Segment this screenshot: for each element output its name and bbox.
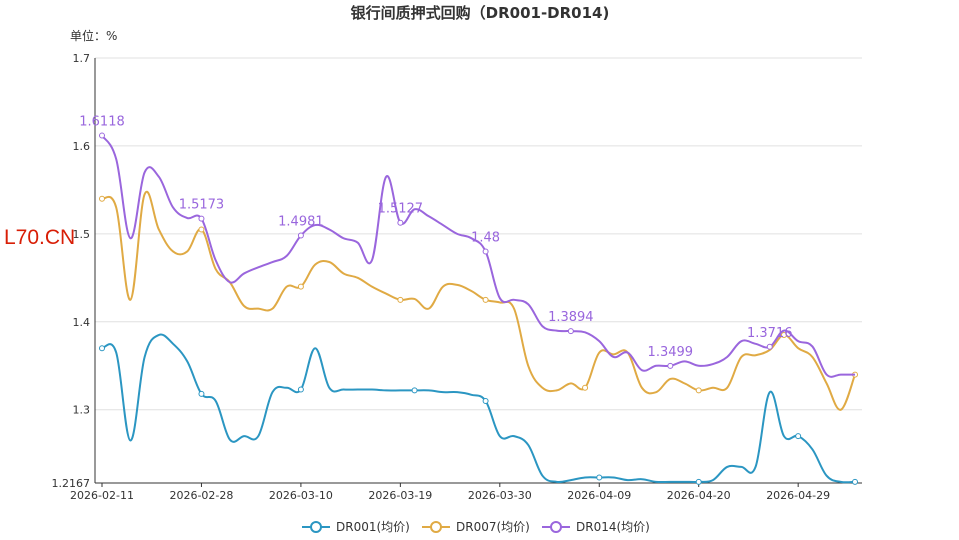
y-tick-label: 1.2167 xyxy=(52,477,91,490)
series-line-1 xyxy=(101,333,856,484)
y-tick-label: 1.7 xyxy=(73,52,91,65)
data-point[interactable] xyxy=(695,478,702,485)
legend-marker[interactable] xyxy=(310,521,322,533)
data-point[interactable] xyxy=(482,397,489,404)
watermark-text: L70.CN xyxy=(4,226,76,249)
y-tick-label: 1.3 xyxy=(73,404,91,417)
data-point[interactable] xyxy=(198,226,205,233)
x-tick-label: 2026-03-30 xyxy=(468,489,532,502)
x-tick-label: 2026-04-29 xyxy=(766,489,830,502)
data-point[interactable] xyxy=(297,386,304,393)
data-label: 1.3716 xyxy=(747,326,793,341)
data-labels: 1.6118 1.5173 1.4981 1.5127 1.48 1.3894 1.3499… xyxy=(79,115,792,360)
legend-marker[interactable] xyxy=(550,521,562,533)
data-point[interactable] xyxy=(198,215,205,222)
data-point[interactable] xyxy=(397,296,404,303)
data-point[interactable] xyxy=(411,387,418,394)
series-line-2 xyxy=(101,190,856,411)
data-label: 1.48 xyxy=(471,230,500,245)
legend[interactable]: DR001(均价) DR007(均价) DR014(均价) xyxy=(302,520,650,534)
data-point[interactable] xyxy=(695,387,702,394)
legend-label[interactable]: DR014(均价) xyxy=(576,520,650,534)
legend-marker[interactable] xyxy=(430,521,442,533)
data-label: 1.3894 xyxy=(548,310,594,325)
y-tick-label: 1.4 xyxy=(73,316,91,329)
data-point[interactable] xyxy=(667,362,674,369)
data-label: 1.3499 xyxy=(648,345,694,360)
y-axis-ticks: 1.7 1.6 1.5 1.4 1.3 1.2167 xyxy=(52,52,91,490)
x-tick-label: 2026-03-10 xyxy=(269,489,333,502)
data-point[interactable] xyxy=(482,248,489,255)
y-tick-label: 1.5 xyxy=(73,228,91,241)
x-tick-label: 2026-03-19 xyxy=(368,489,432,502)
data-point[interactable] xyxy=(198,390,205,397)
unit-label: 单位：% xyxy=(70,28,117,43)
series-line-3 xyxy=(101,134,855,378)
data-point[interactable] xyxy=(766,343,773,350)
x-tick-label: 2026-04-09 xyxy=(567,489,631,502)
data-point[interactable] xyxy=(99,132,105,139)
x-tick-label: 2026-04-20 xyxy=(667,489,731,502)
data-point[interactable] xyxy=(99,195,105,202)
data-label: 1.6118 xyxy=(79,115,125,130)
x-tick-label: 2026-02-11 xyxy=(70,489,134,502)
data-label: 1.4981 xyxy=(278,215,324,230)
grid-lines xyxy=(95,57,862,411)
data-label: 1.5173 xyxy=(179,198,225,213)
chart-title: 银行间质押式回购（DR001-DR014) xyxy=(351,4,610,22)
series-group xyxy=(99,132,858,485)
x-tick-label: 2026-02-28 xyxy=(169,489,233,502)
data-label: 1.5127 xyxy=(378,202,424,217)
data-point[interactable] xyxy=(795,433,802,440)
legend-label[interactable]: DR007(均价) xyxy=(456,520,530,534)
legend-label[interactable]: DR001(均价) xyxy=(336,520,410,534)
data-point[interactable] xyxy=(297,232,304,239)
data-point[interactable] xyxy=(397,219,404,226)
data-point[interactable] xyxy=(582,384,589,391)
data-point[interactable] xyxy=(99,345,105,352)
data-point[interactable] xyxy=(852,478,858,485)
x-axis-ticks: 2026-02-11 2026-02-28 2026-03-10 2026-03-19… xyxy=(70,483,830,502)
y-tick-label: 1.6 xyxy=(73,140,91,153)
data-point[interactable] xyxy=(780,332,787,339)
data-point[interactable] xyxy=(567,328,574,335)
axes xyxy=(94,58,862,484)
data-point[interactable] xyxy=(297,283,304,290)
data-point[interactable] xyxy=(596,474,603,481)
data-point[interactable] xyxy=(482,296,489,303)
